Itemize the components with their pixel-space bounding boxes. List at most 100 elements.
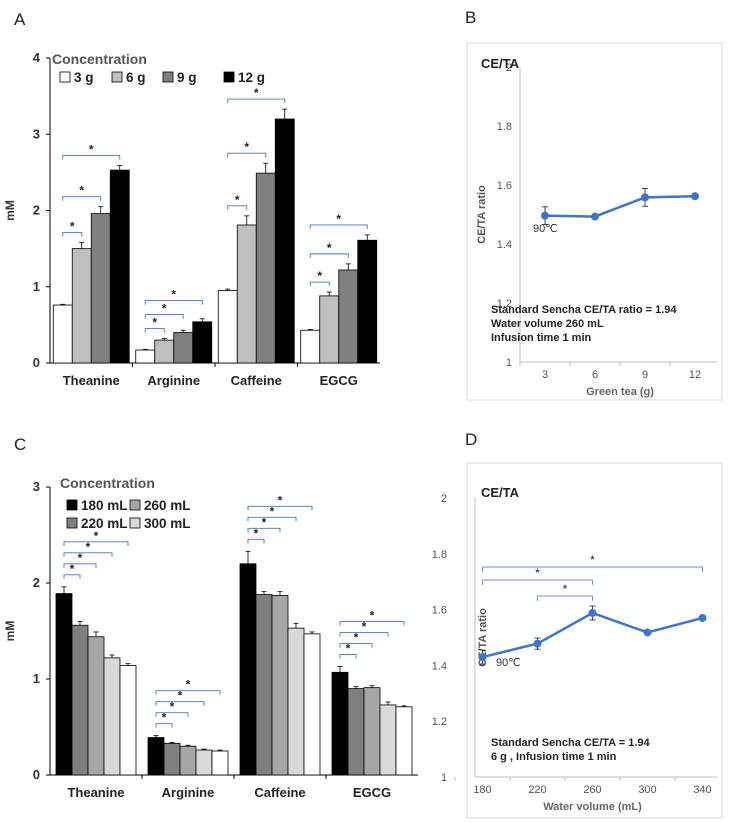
x-tick-label: 6 [592, 369, 598, 381]
significance-bracket [227, 98, 286, 104]
legend-label: 180 mL [81, 498, 128, 513]
y-tick-label: 1.8 [497, 121, 512, 133]
bar [52, 304, 73, 364]
bar [211, 750, 229, 776]
significance-star: * [94, 529, 99, 543]
y-tick-label: 1.2 [432, 716, 447, 728]
significance-star: * [244, 140, 249, 154]
bar [347, 688, 365, 776]
significance-star: * [162, 711, 167, 725]
bar [109, 169, 130, 364]
legend-swatch [66, 499, 78, 511]
panel-label-a: A [14, 10, 26, 29]
bar-chart-a: 0 1 2 3 4 mM Theanine * * * Arginine * * * Caffeine * * *… [3, 50, 380, 388]
legend-swatch [129, 499, 141, 511]
legend-label: 260 mL [144, 498, 191, 513]
panel-label-b: B [465, 8, 476, 27]
bar [87, 636, 105, 776]
line-chart-b: CE/TA 1 1.2 1.4 1.6 1.8 2 CE/TA ratio 3 6 9 12 Green… [466, 42, 723, 401]
significance-bracket [247, 516, 297, 522]
x-axis-title: Water volume (mL) [543, 801, 642, 813]
bar-chart-c: 0123mMTheanine****Arginine****Caffeine**… [3, 475, 418, 800]
bar [217, 290, 238, 364]
note-text: Standard Sencha CE/TA ratio = 1.94 [491, 304, 677, 316]
significance-bracket [144, 314, 184, 319]
y-tick-label: 1.6 [432, 605, 447, 617]
x-tick-label: 300 [638, 784, 656, 796]
category-label: EGCG [353, 785, 391, 800]
data-point [698, 613, 707, 622]
significance-bracket [309, 253, 349, 258]
significance-star: * [162, 302, 167, 316]
y-tick-label: 2 [33, 575, 40, 590]
bar [271, 595, 289, 776]
x-axis-title: Green tea (g) [586, 386, 654, 398]
y-axis-title: CE/TA ratio [476, 185, 488, 244]
series-line [544, 194, 696, 218]
significance-star: * [70, 220, 75, 234]
y-tick-label: 0 [33, 355, 40, 370]
significance-star: * [186, 678, 191, 692]
category-label: Arginine [162, 785, 215, 800]
bar [319, 295, 340, 364]
significance-star: * [354, 631, 359, 645]
significance-star: * [278, 493, 283, 507]
y-tick-label: 1.4 [497, 239, 512, 251]
legend-swatch [129, 517, 141, 529]
chart-frame [466, 42, 723, 401]
y-axis-title: mM [3, 621, 17, 642]
bar [173, 332, 194, 364]
significance-bracket [144, 300, 203, 305]
note-text: Standard Sencha CE/TA = 1.94 [491, 737, 651, 749]
significance-star: * [170, 700, 175, 714]
y-tick-label: 3 [33, 126, 40, 141]
significance-star: * [152, 316, 157, 330]
bar [163, 742, 181, 776]
bar [379, 704, 397, 776]
bar [71, 248, 92, 364]
significance-bracket [247, 538, 265, 544]
legend-label: 9 g [177, 70, 197, 85]
data-point [541, 211, 549, 220]
bar [192, 321, 213, 364]
significance-bracket [309, 281, 330, 287]
bar [90, 213, 111, 364]
data-point [533, 639, 542, 648]
legend-swatch [223, 71, 235, 83]
bar [300, 329, 321, 364]
significance-bracket [62, 196, 102, 201]
bar [195, 749, 213, 776]
y-tick-label: 0 [33, 767, 40, 782]
bar [119, 665, 137, 776]
bar [154, 339, 175, 364]
note-text: Infusion time 1 min [491, 332, 592, 344]
bar [135, 349, 156, 364]
category-label: Arginine [147, 373, 200, 388]
significance-bracket [247, 505, 313, 511]
significance-bracket [339, 621, 405, 626]
note-text: 6 g , Infusion time 1 min [491, 751, 617, 763]
x-tick-label: 180 [473, 784, 491, 796]
legend-title: Concentration [52, 51, 147, 67]
y-axis-title: CE/TA ratio [477, 608, 489, 667]
bar [255, 594, 273, 776]
note-text: Water volume 260 mL [491, 318, 604, 330]
y-tick-label: 1 [441, 772, 447, 784]
y-tick-label: 2 [441, 493, 447, 505]
y-tick-label: 1.4 [432, 660, 447, 672]
bar [179, 745, 197, 776]
significance-bracket [63, 541, 129, 546]
significance-bracket [155, 701, 205, 706]
y-tick-label: 1 [506, 357, 512, 369]
significance-star: * [327, 241, 332, 255]
data-point [691, 192, 699, 201]
significance-star: * [79, 184, 84, 198]
significance-bracket [63, 574, 81, 579]
temperature-label: 90℃ [533, 223, 558, 235]
category-label: Theanine [63, 373, 120, 388]
legend-label: 6 g [126, 70, 146, 85]
legend-title: Concentration [60, 475, 155, 491]
legend-label: 300 mL [144, 516, 191, 531]
data-point [588, 608, 597, 617]
bar [255, 172, 276, 364]
